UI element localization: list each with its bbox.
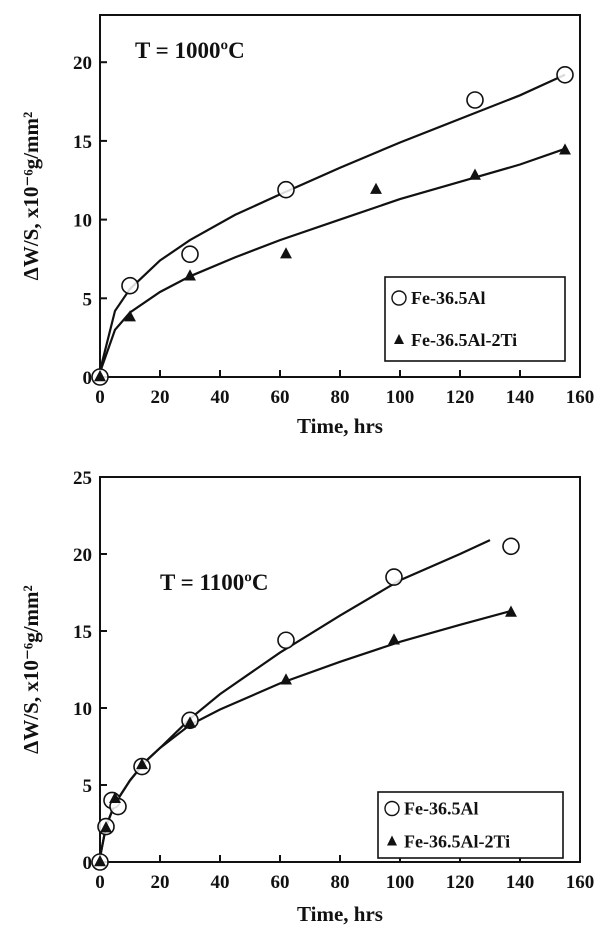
y-axis-title: ΔW/S, x10⁻⁶g/mm² bbox=[19, 585, 43, 754]
x-tick-label: 20 bbox=[151, 872, 170, 893]
data-point-fe-36-5al bbox=[121, 276, 139, 295]
data-point-fe-36-5al-2ti bbox=[280, 673, 292, 685]
data-point-fe-36-5al-2ti bbox=[136, 757, 148, 770]
x-tick-label: 0 bbox=[95, 872, 105, 893]
y-tick-label: 5 bbox=[83, 776, 93, 797]
legend-label: Fe-36.5Al bbox=[411, 288, 485, 308]
data-point-fe-36-5al bbox=[277, 631, 295, 650]
legend-label: Fe-36.5Al-2Ti bbox=[404, 832, 510, 852]
legend-marker-open-circle bbox=[384, 800, 400, 817]
y-tick-label: 10 bbox=[73, 211, 92, 232]
legend-marker-filled-triangle bbox=[387, 835, 397, 846]
x-tick-label: 40 bbox=[211, 872, 230, 893]
data-point-fe-36-5al-2ti bbox=[124, 310, 136, 322]
data-point-fe-36-5al bbox=[181, 245, 199, 264]
legend-label: Fe-36.5Al-2Ti bbox=[411, 330, 517, 350]
temperature-annotation: T = 1100ºC bbox=[160, 570, 268, 595]
data-point-fe-36-5al-2ti bbox=[370, 182, 382, 194]
x-tick-label: 100 bbox=[386, 872, 415, 893]
data-point-fe-36-5al bbox=[502, 537, 520, 556]
legend-label: Fe-36.5Al bbox=[404, 799, 478, 819]
data-point-fe-36-5al-2ti bbox=[184, 269, 196, 281]
x-tick-label: 60 bbox=[271, 872, 290, 893]
x-tick-label: 60 bbox=[271, 387, 290, 408]
y-tick-label: 15 bbox=[73, 132, 92, 153]
x-tick-label: 0 bbox=[95, 387, 105, 408]
y-tick-label: 5 bbox=[83, 289, 93, 310]
data-point-fe-36-5al-2ti bbox=[469, 168, 481, 180]
x-tick-label: 100 bbox=[386, 387, 415, 408]
data-point-fe-36-5al-2ti bbox=[94, 855, 106, 867]
legend-marker-open-circle bbox=[391, 290, 407, 306]
y-tick-label: 0 bbox=[83, 368, 93, 389]
legend-box bbox=[384, 276, 566, 362]
data-point-fe-36-5al bbox=[556, 66, 574, 84]
y-tick-label: 0 bbox=[83, 853, 93, 874]
data-point-fe-36-5al bbox=[466, 91, 484, 109]
data-point-fe-36-5al bbox=[385, 568, 403, 586]
y-tick-label: 15 bbox=[73, 622, 92, 643]
x-tick-label: 140 bbox=[506, 387, 535, 408]
data-point-fe-36-5al-2ti bbox=[388, 633, 400, 645]
data-point-fe-36-5al-2ti bbox=[94, 370, 106, 382]
x-tick-label: 160 bbox=[566, 872, 595, 893]
x-tick-label: 140 bbox=[506, 872, 535, 893]
y-tick-label: 20 bbox=[73, 545, 92, 566]
x-tick-label: 120 bbox=[446, 387, 475, 408]
x-axis-title: Time, hrs bbox=[297, 902, 383, 926]
chart-1100c: 0 20 40 60 80 100 120 140 160 0 5 10 15 20 25 Time, hrs… bbox=[19, 468, 594, 926]
data-point-fe-36-5al bbox=[277, 180, 295, 199]
legend-marker-filled-triangle bbox=[394, 334, 404, 344]
x-tick-label: 80 bbox=[331, 387, 350, 408]
x-tick-label: 120 bbox=[446, 872, 475, 893]
y-tick-label: 10 bbox=[73, 699, 92, 720]
data-point-fe-36-5al-2ti bbox=[184, 716, 196, 728]
legend: Fe-36.5Al Fe-36.5Al-2Ti bbox=[384, 276, 566, 362]
data-point-fe-36-5al-2ti bbox=[109, 791, 121, 804]
x-tick-label: 40 bbox=[211, 387, 230, 408]
chart-1000c: 0 20 40 60 80 100 120 140 160 0 5 10 15 20 Time, hrs ΔW… bbox=[19, 14, 595, 438]
x-tick-label: 80 bbox=[331, 872, 350, 893]
legend: Fe-36.5Al Fe-36.5Al-2Ti bbox=[377, 791, 564, 859]
legend-box bbox=[377, 791, 564, 859]
data-point-fe-36-5al-2ti bbox=[559, 143, 571, 155]
data-point-fe-36-5al-2ti bbox=[505, 605, 517, 617]
y-tick-label: 25 bbox=[73, 468, 92, 489]
data-point-fe-36-5al-2ti bbox=[280, 247, 292, 259]
x-tick-label: 160 bbox=[566, 387, 595, 408]
temperature-annotation: T = 1000ºC bbox=[135, 38, 245, 63]
y-tick-label: 20 bbox=[73, 53, 92, 74]
data-point-fe-36-5al-2ti bbox=[100, 821, 112, 833]
y-axis-title: ΔW/S, x10⁻⁶g/mm² bbox=[19, 112, 43, 281]
x-tick-label: 20 bbox=[151, 387, 170, 408]
x-axis-title: Time, hrs bbox=[297, 414, 383, 438]
